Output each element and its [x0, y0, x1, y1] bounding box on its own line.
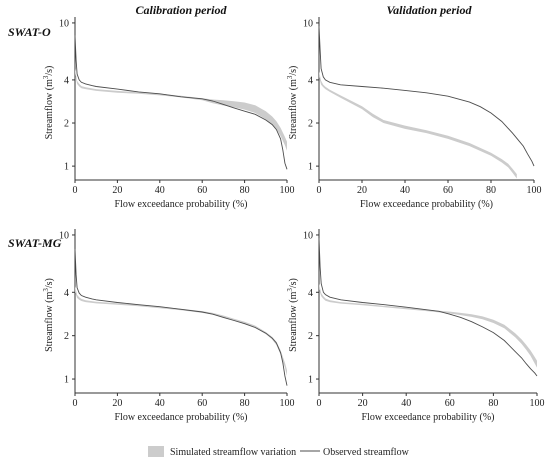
x-tick-label: 0: [73, 185, 78, 196]
y-tick-label: 10: [59, 230, 69, 241]
simulated-band-area: [75, 286, 287, 376]
simulated-band-area: [319, 71, 517, 179]
x-tick-label: 80: [488, 398, 498, 409]
x-tick-label: 80: [240, 398, 250, 409]
legend: Simulated streamflow variation Observed …: [148, 446, 410, 458]
y-axis-label: Streamflow (m3/s): [42, 278, 55, 352]
x-tick-label: 60: [197, 398, 207, 409]
y-tick-label: 4: [308, 288, 313, 299]
simulated-band-area: [319, 283, 537, 368]
y-tick-label: 2: [64, 119, 69, 130]
x-tick-label: 60: [445, 398, 455, 409]
y-tick-label: 2: [308, 119, 313, 130]
chart-panel-1: 0 20 40 60 80 100 1 2 4 10 Flow exceedance probabi…: [286, 17, 542, 210]
x-tick-label: 80: [240, 185, 250, 196]
x-tick-label: 60: [197, 185, 207, 196]
x-tick-label: 40: [401, 398, 411, 409]
y-axis-label: Streamflow (m3/s): [286, 66, 299, 140]
y-tick-label: 1: [308, 375, 313, 386]
x-tick-label: 40: [155, 398, 165, 409]
y-tick-label: 2: [308, 331, 313, 342]
x-tick-label: 0: [317, 185, 322, 196]
observed-series-line: [318, 238, 538, 377]
legend-band-label: Simulated streamflow variation: [170, 447, 296, 458]
y-tick-label: 10: [303, 18, 313, 29]
x-axis-label: Flow exceedance probability (%): [361, 412, 494, 423]
x-axis-label: Flow exceedance probability (%): [114, 412, 247, 423]
chart-panel-3: 0 20 40 60 80 100 1 2 4 10 Flow exceedance probabi…: [286, 229, 545, 423]
y-tick-label: 1: [64, 162, 69, 173]
chart-panel-2: 0 20 40 60 80 100 1 2 4 10 Flow exceedance probabi…: [42, 229, 295, 423]
x-tick-label: 20: [112, 398, 122, 409]
chart-panel-0: 0 20 40 60 80 100 1 2 4 10 Flow exceedance probabi…: [42, 17, 295, 210]
x-tick-label: 100: [280, 185, 295, 196]
x-tick-label: 40: [155, 185, 165, 196]
row-title-swat-mg: SWAT-MG: [8, 236, 62, 250]
y-axis-label: Streamflow (m3/s): [286, 278, 299, 352]
observed-series-line: [74, 35, 288, 170]
x-tick-label: 80: [486, 185, 496, 196]
x-tick-label: 20: [358, 398, 368, 409]
x-tick-label: 100: [280, 398, 295, 409]
x-tick-label: 60: [443, 185, 453, 196]
y-tick-label: 2: [64, 331, 69, 342]
x-tick-label: 100: [530, 398, 545, 409]
observed-series-line: [74, 248, 288, 386]
y-tick-label: 4: [308, 75, 313, 86]
simulated-band-area: [75, 68, 287, 151]
observed-series-line: [318, 26, 535, 167]
x-tick-label: 0: [317, 398, 322, 409]
y-tick-label: 10: [303, 230, 313, 241]
y-tick-label: 1: [64, 375, 69, 386]
y-tick-label: 10: [59, 18, 69, 29]
column-title-calibration: Calibration period: [135, 3, 227, 17]
x-tick-label: 20: [112, 185, 122, 196]
x-tick-label: 100: [527, 185, 542, 196]
y-axis-label: Streamflow (m3/s): [42, 66, 55, 140]
legend-line-label: Observed streamflow: [323, 447, 410, 458]
x-tick-label: 40: [400, 185, 410, 196]
x-tick-label: 0: [73, 398, 78, 409]
y-tick-label: 1: [308, 162, 313, 173]
x-tick-label: 20: [357, 185, 367, 196]
y-tick-label: 4: [64, 75, 69, 86]
x-axis-label: Flow exceedance probability (%): [360, 199, 493, 210]
x-axis-label: Flow exceedance probability (%): [114, 199, 247, 210]
legend-band-swatch: [148, 446, 164, 457]
row-title-swat-o: SWAT-O: [8, 25, 51, 39]
y-tick-label: 4: [64, 288, 69, 299]
column-title-validation: Validation period: [386, 3, 472, 17]
